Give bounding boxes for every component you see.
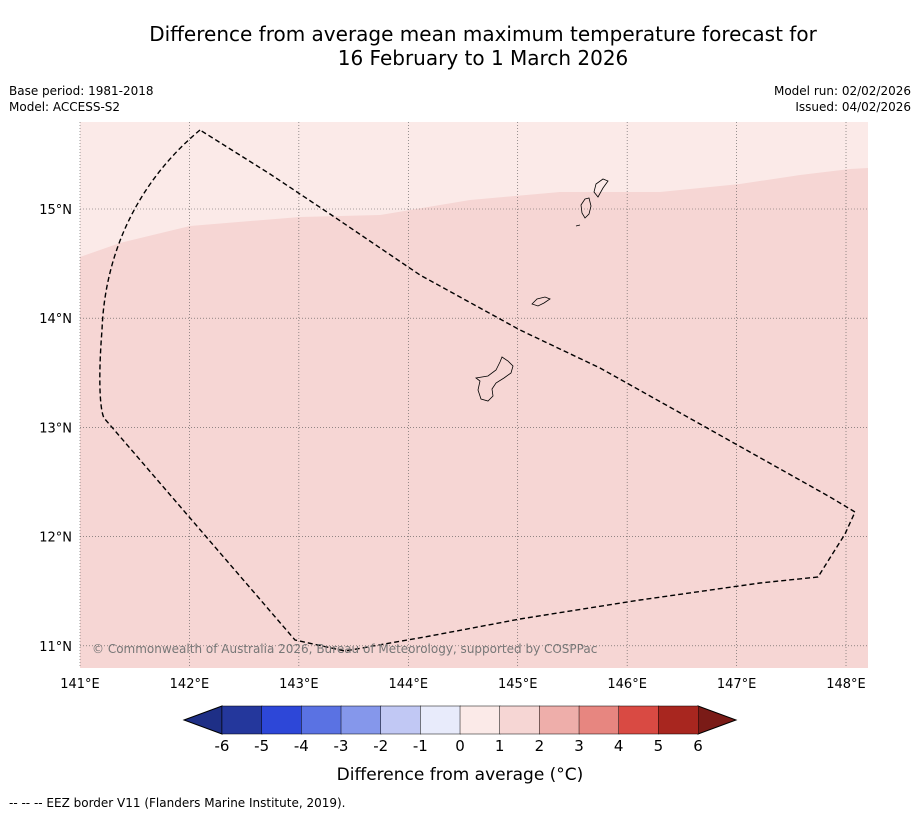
colorbar-tick-label: 3 [574,737,584,755]
colorbar-tick-label: -5 [254,737,269,755]
issued-date: Issued: 04/02/2026 [795,100,911,114]
map-area [80,122,868,668]
island-aguijan [575,224,581,227]
colorbar-tick-label: -2 [373,737,388,755]
colorbar-bin [301,705,342,735]
meta-right: Model run: 02/02/2026 Issued: 04/02/2026 [774,83,911,115]
island-rota [531,296,551,307]
colorbar-bin [420,705,461,735]
gridlines [79,122,868,668]
lat-tick-label: 11°N [39,640,72,655]
lon-tick-label: 143°E [279,677,319,692]
colorbar: -6 -5 -4 -3 -2 -1 0 1 2 3 4 5 6 Difference from aver… [182,705,738,785]
colorbar-tick-label: -1 [413,737,428,755]
colorbar-bin [578,705,620,735]
colorbar-tick-label: -6 [215,737,230,755]
island-saipan [593,178,609,198]
colorbar-bin [380,705,422,735]
chart-title: Difference from average mean maximum tem… [0,22,919,70]
colorbar-tick-labels: -6 -5 -4 -3 -2 -1 0 1 2 3 4 5 6 [215,737,703,755]
title-line-1: Difference from average mean maximum tem… [149,22,817,46]
model-run: Model run: 02/02/2026 [773,84,911,98]
lon-tick-label: 148°E [826,677,866,692]
colorbar-extend-low [182,705,223,735]
colorbar-tick-label: 1 [495,737,505,755]
lon-tick-label: 146°E [607,677,647,692]
eez-footnote: -- -- -- EEZ border V11 (Flanders Marine… [9,796,346,810]
colorbar-tick-label: -3 [334,737,349,755]
island-guam [475,356,514,402]
colorbar-tick-label: 0 [455,737,465,755]
colorbar-tick-label: 5 [654,737,664,755]
colorbar-bin [459,705,501,735]
latitude-labels: 15°N 14°N 13°N 12°N 11°N [39,203,72,655]
colorbar-bin [618,705,660,735]
colorbar-tick-label: -4 [294,737,309,755]
colorbar-bin [539,705,580,735]
colorbar-tick-label: 2 [535,737,545,755]
eez-border [99,129,856,652]
colorbar-tick-label: 4 [614,737,624,755]
colorbar-bin [261,705,303,735]
lon-tick-label: 145°E [498,677,538,692]
copyright-text: © Commonwealth of Australia 2026, Bureau… [92,642,597,656]
lat-tick-label: 12°N [39,531,72,546]
lat-tick-label: 15°N [39,203,72,218]
lat-tick-label: 13°N [39,421,72,436]
longitude-labels: 141°E 142°E 143°E 144°E 145°E 146°E 147°E 148°E [60,677,866,692]
colorbar-bin [658,705,699,735]
lon-tick-label: 144°E [389,677,429,692]
islands [475,178,609,402]
lat-tick-label: 14°N [39,312,72,327]
base-period: Base period: 1981-2018 [9,84,154,98]
colorbar-extend-high [697,705,738,735]
model-name: Model: ACCESS-S2 [9,100,121,114]
colorbar-bin [221,705,263,735]
island-tinian [580,197,592,219]
colorbar-bin [340,705,382,735]
lon-tick-label: 147°E [717,677,757,692]
shading-band-1-to-2 [80,168,868,668]
meta-left: Base period: 1981-2018 Model: ACCESS-S2 [9,83,154,115]
lon-tick-label: 141°E [60,677,100,692]
colorbar-tick-label: 6 [693,737,703,755]
colorbar-bin [499,705,541,735]
colorbar-title: Difference from average (°C) [337,765,584,785]
lon-tick-label: 142°E [170,677,210,692]
title-line-2: 16 February to 1 March 2026 [337,46,629,70]
colorbar-bins [221,705,699,735]
